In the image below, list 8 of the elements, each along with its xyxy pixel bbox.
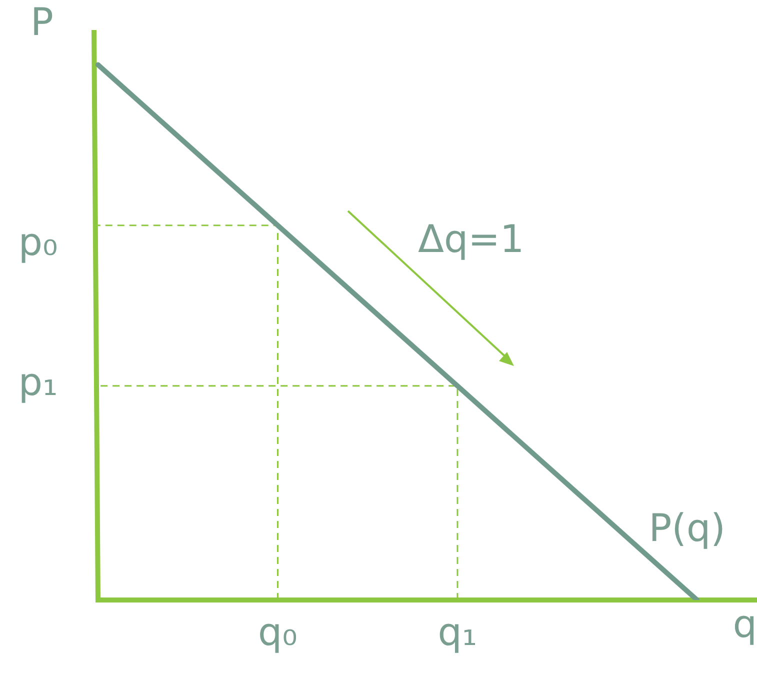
x-tick-label: q₁ — [438, 610, 478, 654]
text: p₁ — [18, 360, 58, 404]
x-axis-title: q — [732, 602, 757, 646]
x-tick-label: q₀ — [258, 610, 298, 654]
annotation: Δq=1 — [418, 216, 524, 261]
y-axis-title: P — [30, 0, 54, 44]
text: p₀ — [18, 220, 58, 264]
series-label: P(q) — [648, 506, 726, 550]
